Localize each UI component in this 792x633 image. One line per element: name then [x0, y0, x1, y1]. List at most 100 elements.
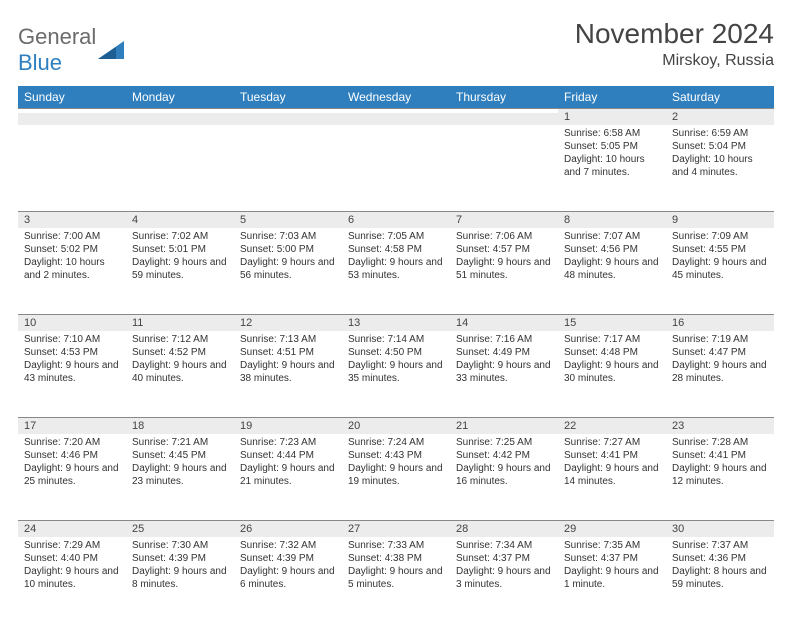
day-number: 3 — [18, 211, 126, 228]
day-number: 1 — [558, 108, 666, 125]
sunrise-line: Sunrise: 7:27 AM — [564, 436, 660, 449]
sunset-line: Sunset: 4:53 PM — [24, 346, 120, 359]
sunrise-line: Sunrise: 7:37 AM — [672, 539, 768, 552]
brand-text: General Blue — [18, 24, 96, 76]
sunrise-line: Sunrise: 7:29 AM — [24, 539, 120, 552]
day-cell: Sunrise: 7:23 AMSunset: 4:44 PMDaylight:… — [234, 434, 342, 504]
day-cell: Sunrise: 7:33 AMSunset: 4:38 PMDaylight:… — [342, 537, 450, 607]
day-cell: Sunrise: 7:07 AMSunset: 4:56 PMDaylight:… — [558, 228, 666, 298]
sunrise-line: Sunrise: 7:33 AM — [348, 539, 444, 552]
brand-logo: General Blue — [18, 18, 124, 76]
day-number: 5 — [234, 211, 342, 228]
day-cell: Sunrise: 7:28 AMSunset: 4:41 PMDaylight:… — [666, 434, 774, 504]
sunrise-line: Sunrise: 7:35 AM — [564, 539, 660, 552]
daylight-line: Daylight: 9 hours and 30 minutes. — [564, 359, 660, 385]
sunrise-line: Sunrise: 7:14 AM — [348, 333, 444, 346]
day-number: 17 — [18, 417, 126, 434]
sunrise-line: Sunrise: 7:00 AM — [24, 230, 120, 243]
day-number: 16 — [666, 314, 774, 331]
day-cell: Sunrise: 7:21 AMSunset: 4:45 PMDaylight:… — [126, 434, 234, 504]
sunset-line: Sunset: 4:55 PM — [672, 243, 768, 256]
day-cell: Sunrise: 7:03 AMSunset: 5:00 PMDaylight:… — [234, 228, 342, 298]
daylight-line: Daylight: 9 hours and 51 minutes. — [456, 256, 552, 282]
sunrise-line: Sunrise: 7:23 AM — [240, 436, 336, 449]
calendar-header: SundayMondayTuesdayWednesdayThursdayFrid… — [18, 86, 774, 108]
day-cell — [342, 125, 450, 195]
daylight-line: Daylight: 9 hours and 48 minutes. — [564, 256, 660, 282]
sunset-line: Sunset: 4:41 PM — [672, 449, 768, 462]
day-header: Thursday — [450, 86, 558, 108]
day-cell: Sunrise: 7:02 AMSunset: 5:01 PMDaylight:… — [126, 228, 234, 298]
day-number: 9 — [666, 211, 774, 228]
day-number: 28 — [450, 520, 558, 537]
day-number: 14 — [450, 314, 558, 331]
day-header: Saturday — [666, 86, 774, 108]
day-number: 10 — [18, 314, 126, 331]
sunrise-line: Sunrise: 7:16 AM — [456, 333, 552, 346]
daylight-line: Daylight: 9 hours and 59 minutes. — [132, 256, 228, 282]
daylight-line: Daylight: 10 hours and 2 minutes. — [24, 256, 120, 282]
daylight-line: Daylight: 9 hours and 38 minutes. — [240, 359, 336, 385]
day-cell: Sunrise: 7:37 AMSunset: 4:36 PMDaylight:… — [666, 537, 774, 607]
daylight-line: Daylight: 9 hours and 23 minutes. — [132, 462, 228, 488]
day-number — [234, 108, 342, 113]
daylight-line: Daylight: 9 hours and 8 minutes. — [132, 565, 228, 591]
sunrise-line: Sunrise: 7:24 AM — [348, 436, 444, 449]
day-number: 22 — [558, 417, 666, 434]
day-cell: Sunrise: 7:24 AMSunset: 4:43 PMDaylight:… — [342, 434, 450, 504]
location-label: Mirskoy, Russia — [575, 52, 774, 70]
sunrise-line: Sunrise: 7:10 AM — [24, 333, 120, 346]
sunrise-line: Sunrise: 7:03 AM — [240, 230, 336, 243]
sunset-line: Sunset: 4:41 PM — [564, 449, 660, 462]
sunrise-line: Sunrise: 7:20 AM — [24, 436, 120, 449]
sunset-line: Sunset: 4:52 PM — [132, 346, 228, 359]
sunset-line: Sunset: 4:56 PM — [564, 243, 660, 256]
day-number — [18, 108, 126, 113]
day-number: 23 — [666, 417, 774, 434]
sunset-line: Sunset: 4:44 PM — [240, 449, 336, 462]
sunrise-line: Sunrise: 7:19 AM — [672, 333, 768, 346]
sunrise-line: Sunrise: 7:30 AM — [132, 539, 228, 552]
daylight-line: Daylight: 9 hours and 43 minutes. — [24, 359, 120, 385]
day-cell — [126, 125, 234, 195]
daylight-line: Daylight: 9 hours and 6 minutes. — [240, 565, 336, 591]
day-cell: Sunrise: 7:30 AMSunset: 4:39 PMDaylight:… — [126, 537, 234, 607]
day-number: 7 — [450, 211, 558, 228]
sunset-line: Sunset: 4:42 PM — [456, 449, 552, 462]
daylight-line: Daylight: 9 hours and 25 minutes. — [24, 462, 120, 488]
sunrise-line: Sunrise: 7:32 AM — [240, 539, 336, 552]
sunset-line: Sunset: 4:51 PM — [240, 346, 336, 359]
day-header: Wednesday — [342, 86, 450, 108]
day-number: 4 — [126, 211, 234, 228]
sunset-line: Sunset: 4:38 PM — [348, 552, 444, 565]
day-cell: Sunrise: 7:29 AMSunset: 4:40 PMDaylight:… — [18, 537, 126, 607]
sunrise-line: Sunrise: 7:21 AM — [132, 436, 228, 449]
daylight-line: Daylight: 9 hours and 45 minutes. — [672, 256, 768, 282]
sunrise-line: Sunrise: 7:25 AM — [456, 436, 552, 449]
sunset-line: Sunset: 4:40 PM — [24, 552, 120, 565]
sunset-line: Sunset: 4:58 PM — [348, 243, 444, 256]
sunrise-line: Sunrise: 7:05 AM — [348, 230, 444, 243]
brand-line2: Blue — [18, 50, 62, 75]
day-number: 20 — [342, 417, 450, 434]
day-cell: Sunrise: 7:20 AMSunset: 4:46 PMDaylight:… — [18, 434, 126, 504]
daylight-line: Daylight: 9 hours and 56 minutes. — [240, 256, 336, 282]
day-header: Monday — [126, 86, 234, 108]
sunset-line: Sunset: 4:39 PM — [132, 552, 228, 565]
day-cell: Sunrise: 7:16 AMSunset: 4:49 PMDaylight:… — [450, 331, 558, 401]
daylight-line: Daylight: 9 hours and 21 minutes. — [240, 462, 336, 488]
day-cell — [234, 125, 342, 195]
sunrise-line: Sunrise: 7:13 AM — [240, 333, 336, 346]
calendar-body: 12Sunrise: 6:58 AMSunset: 5:05 PMDayligh… — [18, 108, 774, 623]
day-number — [342, 108, 450, 113]
day-number: 25 — [126, 520, 234, 537]
sunrise-line: Sunrise: 7:02 AM — [132, 230, 228, 243]
brand-triangle-icon — [98, 37, 124, 64]
day-cell — [450, 125, 558, 195]
sunset-line: Sunset: 4:37 PM — [456, 552, 552, 565]
sunset-line: Sunset: 4:57 PM — [456, 243, 552, 256]
day-number: 19 — [234, 417, 342, 434]
sunrise-line: Sunrise: 7:17 AM — [564, 333, 660, 346]
sunset-line: Sunset: 5:05 PM — [564, 140, 660, 153]
day-number: 12 — [234, 314, 342, 331]
